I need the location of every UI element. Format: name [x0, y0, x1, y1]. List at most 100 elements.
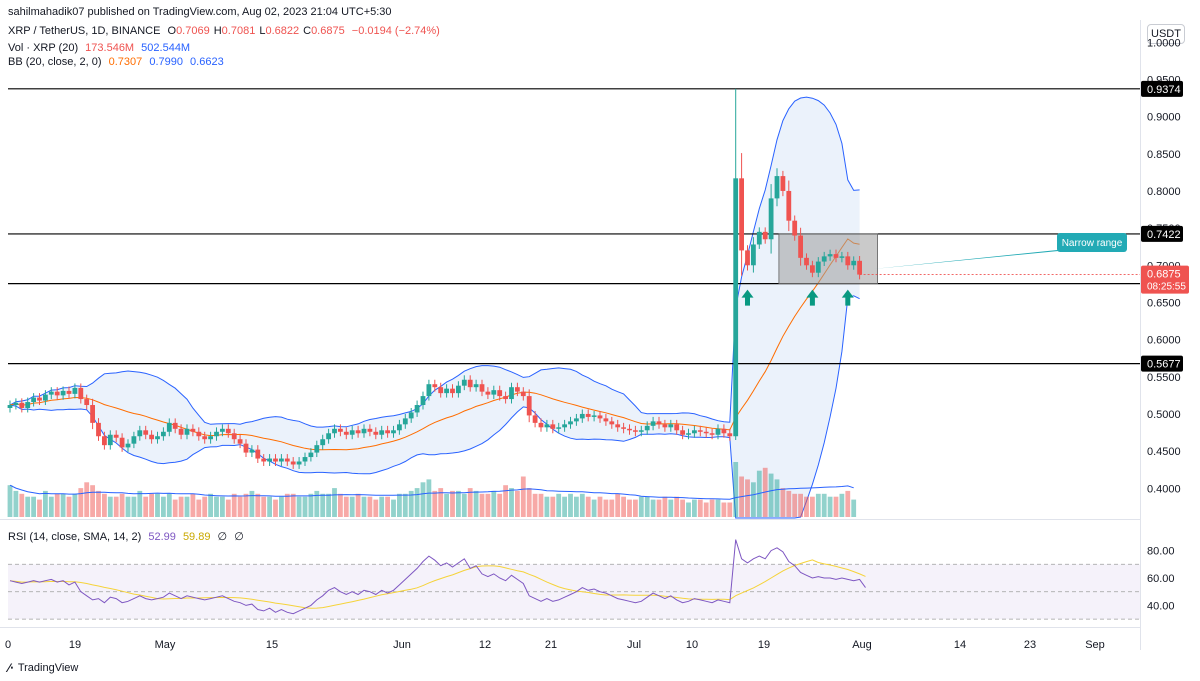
candle-body	[479, 384, 485, 392]
volume-bar	[72, 493, 78, 517]
candle-body	[320, 439, 326, 446]
volume-bar	[839, 493, 845, 517]
volume-bar	[491, 490, 497, 517]
volume-bar	[456, 490, 461, 517]
candle-body	[343, 431, 349, 435]
time-tick-label: Jul	[627, 639, 641, 651]
volume-label: Vol · XRP (20)	[8, 42, 79, 54]
candle-body	[739, 178, 744, 251]
time-tick-label: May	[155, 639, 176, 651]
volume-bar	[786, 490, 792, 517]
candle-body	[273, 458, 278, 462]
volume-bar	[627, 499, 632, 517]
candle-body	[90, 405, 95, 423]
candle-body	[780, 176, 786, 191]
volume-bar	[149, 493, 154, 517]
candle-body	[697, 430, 703, 432]
time-tick-label: 23	[1024, 639, 1036, 651]
volume-bar	[556, 493, 562, 517]
countdown-label: 08:25:55	[1147, 282, 1186, 293]
volume-bar	[662, 496, 668, 517]
level-label: 0.5677	[1147, 359, 1181, 371]
candle-body	[591, 415, 597, 417]
candle-body	[184, 428, 190, 435]
tradingview-logo[interactable]: ⁄‧ TradingView	[8, 661, 78, 675]
candle-body	[308, 452, 314, 458]
volume-bar	[414, 488, 420, 517]
candle-body	[361, 428, 367, 434]
volume-bar	[60, 493, 66, 517]
bb-lower-value: 0.6623	[190, 56, 224, 68]
candle-body	[485, 391, 491, 395]
candle-body	[220, 428, 225, 432]
time-tick-label: 0	[5, 639, 11, 651]
candle-body	[686, 433, 691, 435]
rsi-tick-label: 40.00	[1147, 600, 1175, 612]
volume-bar	[798, 493, 803, 517]
volume-bar	[615, 493, 621, 517]
candle-body	[562, 424, 567, 428]
candle-body	[43, 394, 48, 401]
price-tick-label: 0.5000	[1147, 409, 1181, 421]
volume-bar	[727, 502, 733, 517]
price-tick-label: 0.9000	[1147, 112, 1181, 124]
symbol-legend: XRP / TetherUS, 1D, BINANCE O0.7069 H0.70…	[8, 25, 440, 37]
volume-bar	[827, 496, 833, 517]
volume-bar	[172, 499, 178, 517]
candle-body	[709, 433, 715, 435]
candle-body	[355, 430, 361, 434]
candle-body	[756, 231, 762, 245]
candle-body	[161, 431, 166, 437]
volume-bar	[155, 493, 160, 517]
candle-body	[509, 387, 514, 400]
candle-body	[503, 396, 508, 400]
volume-bar	[332, 488, 337, 517]
candle-body	[532, 415, 538, 423]
currency-button[interactable]: USDT	[1147, 24, 1185, 44]
candle-body	[137, 430, 143, 437]
candle-body	[7, 405, 13, 408]
volume-bar	[703, 502, 709, 517]
candle-body	[674, 424, 680, 431]
volume-bar	[166, 493, 172, 517]
volume-bar	[668, 499, 674, 517]
volume-bar	[90, 485, 95, 517]
candle-body	[231, 433, 237, 440]
volume-bar	[609, 499, 615, 517]
volume-bar	[178, 496, 184, 517]
support-arrow-icon	[841, 289, 854, 306]
candle-body	[692, 430, 697, 434]
candle-body	[762, 231, 768, 240]
candle-body	[196, 431, 202, 437]
ohlc-h: H0.7081	[213, 25, 256, 37]
candle-body	[851, 260, 857, 266]
candle-body	[798, 235, 803, 258]
volume-value: 173.546M	[85, 42, 135, 54]
volume-bar	[438, 488, 444, 517]
candle-body	[190, 428, 196, 432]
volume-bar	[25, 496, 31, 517]
volume-bar	[497, 493, 503, 517]
candle-body	[774, 176, 780, 199]
volume-bar	[644, 496, 650, 517]
candle-body	[72, 387, 78, 394]
time-tick-label: 15	[266, 639, 278, 651]
footer-brand: TradingView	[17, 662, 79, 674]
candle-body	[768, 198, 774, 240]
time-tick-label: Aug	[852, 639, 872, 651]
volume-bar	[261, 496, 267, 517]
rsi-value: 52.99	[148, 531, 176, 543]
candle-body	[827, 254, 833, 257]
time-tick-label: 21	[545, 639, 557, 651]
candle-body	[208, 436, 213, 440]
candle-body	[279, 458, 284, 462]
candle-body	[314, 445, 320, 453]
volume-bar	[538, 493, 544, 517]
candle-body	[810, 265, 815, 273]
volume-bar	[367, 496, 373, 517]
volume-bar	[485, 493, 491, 517]
change-value: −0.0194 (−2.74%)	[351, 25, 440, 37]
support-arrow-icon	[806, 289, 819, 306]
candle-body	[668, 424, 674, 428]
